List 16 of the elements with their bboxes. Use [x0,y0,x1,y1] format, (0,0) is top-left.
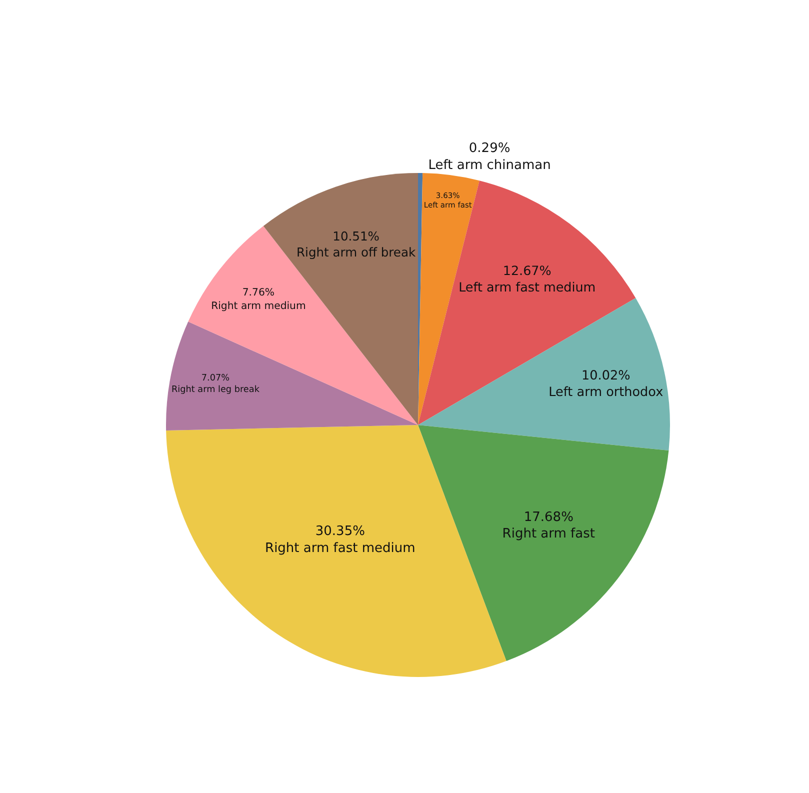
slice-label: Right arm fast medium [265,540,416,556]
slice-label: Left arm orthodox [548,385,664,400]
data-label: 10.51% [332,229,380,244]
data-label: 0.29% [468,141,510,156]
data-label: 30.35% [315,524,365,539]
data-label: 10.02% [582,368,630,384]
slice-label: Left arm chinaman [428,158,551,174]
data-label: 7.07% [201,374,230,384]
slice-label: Right arm medium [211,300,306,312]
data-label: 17.68% [524,510,574,525]
slice-label: Right arm fast [502,526,595,542]
slice-label: Right arm leg break [172,385,260,396]
slice-label: Right arm off break [296,245,417,260]
data-label: 7.76% [242,288,275,299]
data-label: 12.67% [502,262,552,278]
slice-label: Left arm fast medium [458,280,596,295]
